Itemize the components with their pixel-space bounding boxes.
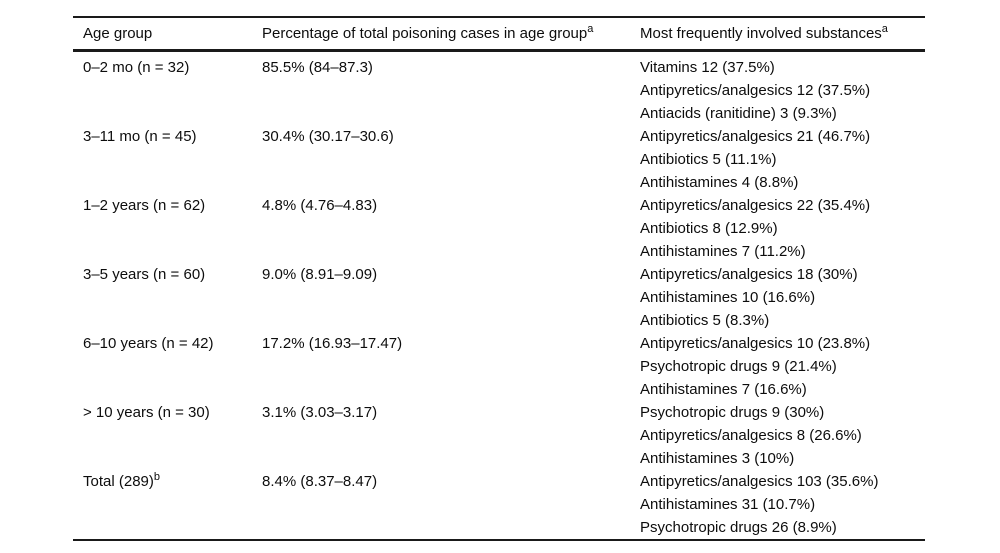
- header-substances: Most frequently involved substancesa: [630, 17, 925, 52]
- substance-line: Vitamins 12 (37.5%): [640, 59, 775, 76]
- age-group-value: 0–2 mo (n = 32): [83, 59, 190, 76]
- table-row: 0–2 mo (n = 32) 85.5% (84–87.3) Vitamins…: [73, 51, 925, 126]
- substance-line: Antiacids (ranitidine) 3 (9.3%): [640, 105, 837, 122]
- substances-cell: Antipyretics/analgesics 103 (35.6%) Anti…: [630, 470, 925, 540]
- age-group-value: > 10 years (n = 30): [83, 404, 210, 421]
- substances-cell: Psychotropic drugs 9 (30%) Antipyretics/…: [630, 401, 925, 470]
- substance-line: Antipyretics/analgesics 8 (26.6%): [640, 427, 862, 444]
- percentage-value: 9.0% (8.91–9.09): [262, 266, 378, 283]
- age-group-value: 3–11 mo (n = 45): [83, 128, 197, 145]
- header-age-group-label: Age group: [83, 25, 153, 42]
- percentage-value: 8.4% (8.37–8.47): [262, 473, 378, 490]
- substance-line: Antibiotics 5 (8.3%): [640, 312, 770, 329]
- substances-cell: Antipyretics/analgesics 21 (46.7%) Antib…: [630, 125, 925, 194]
- table-row: 1–2 years (n = 62) 4.8% (4.76–4.83) Anti…: [73, 194, 925, 263]
- substance-line: Antipyretics/analgesics 12 (37.5%): [640, 82, 871, 99]
- substance-line: Antihistamines 10 (16.6%): [640, 289, 816, 306]
- age-group-value: 6–10 years (n = 42): [83, 335, 214, 352]
- substance-line: Psychotropic drugs 9 (21.4%): [640, 358, 837, 375]
- percentage-value: 4.8% (4.76–4.83): [262, 197, 378, 214]
- substance-line: Antihistamines 7 (16.6%): [640, 381, 807, 398]
- substance-line: Antihistamines 3 (10%): [640, 450, 795, 467]
- percentage-cell: 9.0% (8.91–9.09): [252, 263, 630, 332]
- age-group-cell: 1–2 years (n = 62): [73, 194, 252, 263]
- substances-cell: Antipyretics/analgesics 22 (35.4%) Antib…: [630, 194, 925, 263]
- header-percentage-label: Percentage of total poisoning cases in a…: [262, 25, 588, 42]
- age-group-value: 1–2 years (n = 62): [83, 197, 206, 214]
- table-row: 3–5 years (n = 60) 9.0% (8.91–9.09) Anti…: [73, 263, 925, 332]
- header-age-group: Age group: [73, 17, 252, 52]
- age-group-cell: 3–11 mo (n = 45): [73, 125, 252, 194]
- age-group-cell: 0–2 mo (n = 32): [73, 51, 252, 126]
- substance-line: Antipyretics/analgesics 103 (35.6%): [640, 473, 879, 490]
- substance-line: Antibiotics 8 (12.9%): [640, 220, 778, 237]
- substance-line: Antihistamines 31 (10.7%): [640, 496, 816, 513]
- substances-cell: Vitamins 12 (37.5%) Antipyretics/analges…: [630, 51, 925, 126]
- percentage-cell: 17.2% (16.93–17.47): [252, 332, 630, 401]
- percentage-cell: 85.5% (84–87.3): [252, 51, 630, 126]
- substance-line: Antipyretics/analgesics 21 (46.7%): [640, 128, 871, 145]
- percentage-cell: 4.8% (4.76–4.83): [252, 194, 630, 263]
- percentage-value: 17.2% (16.93–17.47): [262, 335, 403, 352]
- footnote-marker-a: a: [587, 23, 594, 35]
- substance-line: Psychotropic drugs 26 (8.9%): [640, 519, 837, 536]
- substance-line: Antihistamines 4 (8.8%): [640, 174, 799, 191]
- percentage-value: 3.1% (3.03–3.17): [262, 404, 378, 421]
- percentage-cell: 3.1% (3.03–3.17): [252, 401, 630, 470]
- poisoning-cases-table: Age group Percentage of total poisoning …: [73, 16, 925, 541]
- substance-line: Psychotropic drugs 9 (30%): [640, 404, 825, 421]
- header-row: Age group Percentage of total poisoning …: [73, 17, 925, 52]
- age-group-cell: 6–10 years (n = 42): [73, 332, 252, 401]
- substance-line: Antipyretics/analgesics 10 (23.8%): [640, 335, 871, 352]
- percentage-value: 30.4% (30.17–30.6): [262, 128, 394, 145]
- table-row: > 10 years (n = 30) 3.1% (3.03–3.17) Psy…: [73, 401, 925, 470]
- age-group-cell: Total (289)b: [73, 470, 252, 540]
- footnote-marker-b: b: [153, 471, 160, 483]
- table-row-total: Total (289)b 8.4% (8.37–8.47) Antipyreti…: [73, 470, 925, 540]
- header-substances-label: Most frequently involved substances: [640, 25, 882, 42]
- header-percentage: Percentage of total poisoning cases in a…: [252, 17, 630, 52]
- table-row: 6–10 years (n = 42) 17.2% (16.93–17.47) …: [73, 332, 925, 401]
- table-row: 3–11 mo (n = 45) 30.4% (30.17–30.6) Anti…: [73, 125, 925, 194]
- age-group-cell: > 10 years (n = 30): [73, 401, 252, 470]
- substance-line: Antipyretics/analgesics 18 (30%): [640, 266, 858, 283]
- age-group-value: 3–5 years (n = 60): [83, 266, 206, 283]
- substances-cell: Antipyretics/analgesics 18 (30%) Antihis…: [630, 263, 925, 332]
- substances-cell: Antipyretics/analgesics 10 (23.8%) Psych…: [630, 332, 925, 401]
- substance-line: Antipyretics/analgesics 22 (35.4%): [640, 197, 871, 214]
- percentage-value: 85.5% (84–87.3): [262, 59, 373, 76]
- percentage-cell: 8.4% (8.37–8.47): [252, 470, 630, 540]
- footnote-marker-a: a: [881, 23, 888, 35]
- percentage-cell: 30.4% (30.17–30.6): [252, 125, 630, 194]
- substance-line: Antibiotics 5 (11.1%): [640, 151, 777, 168]
- substance-line: Antihistamines 7 (11.2%): [640, 243, 806, 260]
- age-group-cell: 3–5 years (n = 60): [73, 263, 252, 332]
- age-group-value: Total (289): [83, 473, 154, 490]
